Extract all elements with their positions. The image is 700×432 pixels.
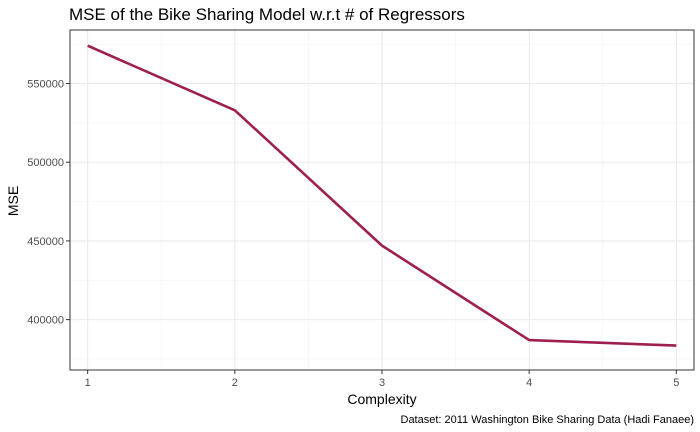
chart-title: MSE of the Bike Sharing Model w.r.t # of… xyxy=(69,5,465,24)
x-tick-label: 3 xyxy=(379,377,385,389)
y-tick-label: 450000 xyxy=(27,236,64,248)
y-tick-label: 400000 xyxy=(27,315,64,327)
gridlines xyxy=(70,30,694,370)
x-tick-label: 2 xyxy=(232,377,238,389)
x-axis-title: Complexity xyxy=(347,391,416,407)
y-tick-label: 500000 xyxy=(27,157,64,169)
x-tick-label: 4 xyxy=(526,377,532,389)
series-line-0 xyxy=(87,44,677,347)
chart-caption: Dataset: 2011 Washington Bike Sharing Da… xyxy=(401,414,695,426)
x-tick-label: 5 xyxy=(673,377,679,389)
axes: 1 2 3 4 5 400000 450000 500000 550000 xyxy=(27,79,679,389)
y-tick-label: 550000 xyxy=(27,79,64,91)
y-axis-title: MSE xyxy=(5,186,21,216)
x-tick-label: 1 xyxy=(85,377,91,389)
series-layer xyxy=(87,44,677,347)
